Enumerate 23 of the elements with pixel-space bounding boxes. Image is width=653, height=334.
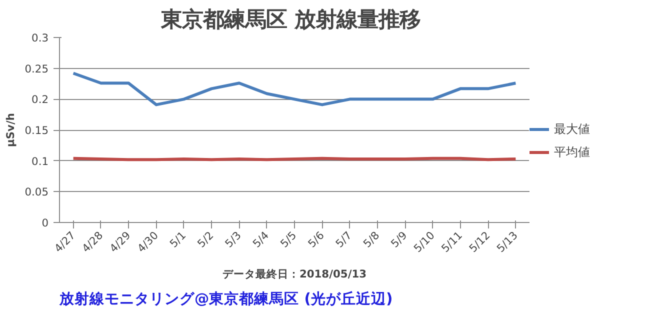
x-tick-label: 5/5 [278, 228, 300, 250]
x-tick-label: 5/8 [360, 228, 382, 250]
x-tick-label: 5/6 [305, 228, 327, 250]
y-axis-title: μSv/h [4, 113, 17, 147]
x-tick-label: 5/3 [222, 228, 244, 250]
text: 放射線モニタリング@東京都練馬区 (光が丘近辺) [58, 290, 393, 308]
legend-label: 最大値 [554, 120, 590, 138]
y-tick-label: 0.2 [32, 93, 49, 106]
x-tick-label: 5/2 [194, 228, 216, 250]
y-tick-label: 0.05 [24, 186, 49, 199]
chart-title: 東京都練馬区 放射線量推移 [160, 8, 421, 32]
x-axis-title: データ最終日：2018/05/13 [222, 268, 367, 281]
y-tick-label: 0.15 [24, 124, 49, 137]
y-tick-label: 0.25 [24, 62, 49, 76]
x-tick-label: 5/9 [388, 228, 410, 250]
x-tick-label: 5/1 [167, 228, 189, 250]
legend-label: 平均値 [554, 144, 590, 160]
line-series [72, 72, 518, 106]
x-tick-label: 5/4 [250, 228, 272, 250]
y-tick-label: 0 [42, 216, 49, 230]
x-tick-label: 5/7 [333, 228, 354, 250]
y-tick-label: 0.1 [32, 154, 49, 168]
y-tick-label: 0.3 [32, 32, 49, 44]
